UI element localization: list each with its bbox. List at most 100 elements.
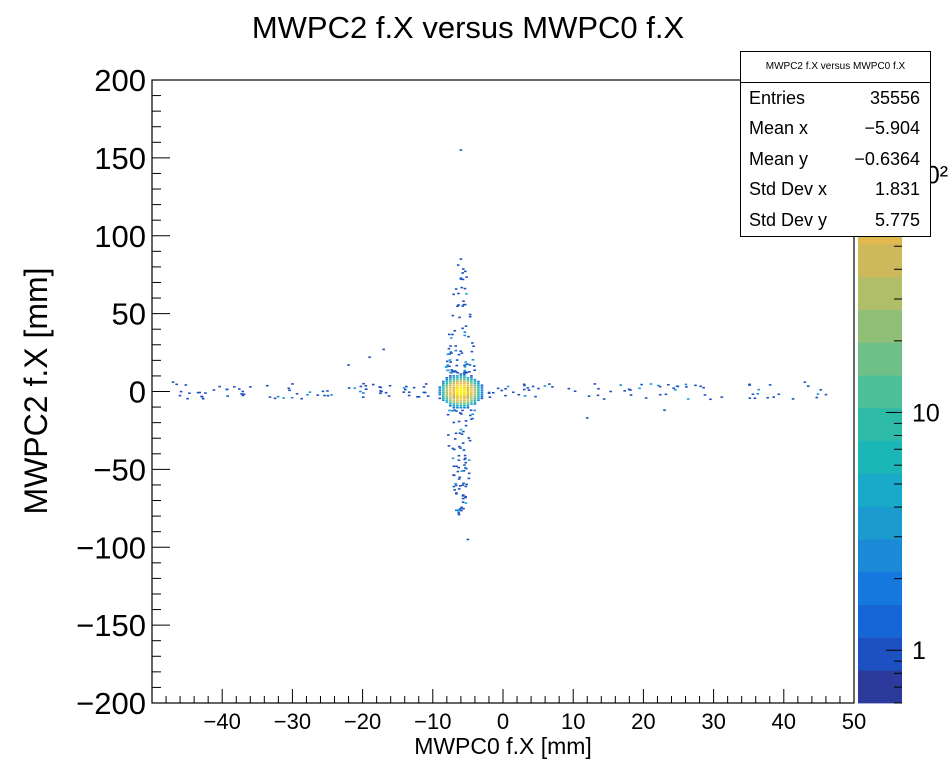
heatmap-cell: [467, 437, 471, 439]
heatmap-cell: [504, 394, 507, 397]
heatmap-cell: [488, 396, 492, 398]
heatmap-cell: [685, 386, 688, 388]
heatmap-peak-cell: [466, 386, 470, 389]
stats-row-mean-y: Mean y −0.6364: [741, 144, 930, 175]
x-tick-label: 20: [631, 709, 655, 734]
heatmap-cell: [359, 385, 363, 388]
heatmap-cell: [442, 382, 445, 385]
heatmap-cell: [472, 345, 475, 348]
heatmap-peak-cell: [466, 388, 470, 391]
heatmap-cell: [282, 397, 285, 399]
heatmap-cell: [442, 380, 445, 383]
heatmap-cell: [455, 492, 458, 495]
statistics-box: MWPC2 f.X versus MWPC0 f.X Entries 35556…: [740, 51, 931, 237]
heatmap-cell: [462, 449, 466, 451]
heatmap-cell: [455, 364, 459, 367]
heatmap-cell: [454, 482, 457, 485]
colorbar-segment: [858, 506, 902, 540]
heatmap-cell: [791, 398, 795, 400]
heatmap-cell: [471, 342, 474, 344]
heatmap-cell: [456, 378, 459, 381]
heatmap-cell: [451, 410, 455, 412]
heatmap-cell: [449, 386, 452, 388]
heatmap-cell: [517, 393, 521, 396]
heatmap-cell: [473, 369, 476, 372]
heatmap-cell: [457, 420, 461, 423]
heatmap-cell: [404, 388, 407, 391]
heatmap-cell: [184, 384, 188, 386]
heatmap-cell: [462, 482, 465, 485]
heatmap-cell: [459, 406, 463, 409]
heatmap-cell: [455, 410, 458, 412]
heatmap-cell: [748, 397, 752, 399]
heatmap-cell: [587, 395, 591, 398]
heatmap-cell: [459, 507, 462, 510]
heatmap-cell: [459, 373, 463, 375]
heatmap-cell: [567, 387, 571, 390]
heatmap-cell: [457, 445, 461, 448]
heatmap-cell: [506, 385, 510, 388]
heatmap-cell: [463, 378, 466, 381]
heatmap-cell: [326, 390, 329, 392]
heatmap-cell: [268, 396, 272, 398]
heatmap-cell: [454, 509, 458, 512]
heatmap-cell: [364, 385, 368, 387]
heatmap-cell: [480, 393, 484, 396]
heatmap-cell: [379, 386, 383, 389]
heatmap-cell: [402, 387, 406, 389]
heatmap-cell: [388, 384, 392, 387]
heatmap-cell: [456, 382, 459, 385]
heatmap-cell: [473, 409, 476, 412]
heatmap-cell: [463, 364, 466, 367]
heatmap-cell: [412, 386, 416, 389]
heatmap-cell: [461, 409, 464, 412]
heatmap-cell: [442, 393, 445, 396]
heatmap-peak-cell: [459, 388, 463, 391]
heatmap-cell: [300, 397, 303, 400]
heatmap-cell: [347, 364, 350, 366]
heatmap-cell: [757, 388, 761, 391]
heatmap-cell: [464, 424, 468, 427]
stats-value: 35556: [869, 87, 920, 108]
stats-title: MWPC2 f.X versus MWPC0 f.X: [741, 52, 930, 83]
heatmap-cell: [316, 394, 320, 396]
heatmap-cell: [446, 364, 449, 367]
stats-label: Entries: [749, 87, 806, 108]
heatmap-cell: [442, 386, 445, 388]
heatmap-cell: [464, 371, 468, 374]
colorbar-segment: [858, 342, 902, 376]
heatmap-cell: [644, 397, 648, 399]
heatmap-cell: [326, 394, 330, 397]
heatmap-cell: [816, 393, 820, 395]
heatmap-cell: [442, 397, 445, 400]
heatmap-cell: [477, 384, 480, 387]
heatmap-peak-cell: [452, 396, 456, 398]
heatmap-cell: [596, 394, 600, 397]
heatmap-cell: [460, 352, 464, 354]
heatmap-cell: [452, 399, 456, 402]
heatmap-cell: [457, 512, 461, 514]
heatmap-cell: [456, 264, 460, 266]
heatmap-cell: [449, 376, 452, 379]
heatmap-cell: [438, 386, 442, 388]
heatmap-cell: [456, 470, 460, 473]
heatmap-cell: [450, 371, 454, 374]
heatmap-cell: [212, 389, 216, 391]
heatmap-cell: [240, 393, 243, 395]
heatmap-cell: [457, 488, 461, 490]
heatmap-cell: [453, 448, 456, 451]
heatmap-cell: [287, 387, 291, 390]
heatmap-cell: [402, 391, 406, 393]
heatmap-cell: [657, 384, 660, 387]
heatmap-cell: [465, 293, 468, 295]
heatmap-cell: [379, 390, 382, 392]
heatmap-cell: [470, 384, 473, 387]
heatmap-cell: [384, 391, 388, 394]
heatmap-cell: [473, 399, 477, 402]
heatmap-cell: [480, 391, 484, 394]
heatmap-peak-cell: [452, 388, 456, 391]
heatmap-cell: [756, 392, 760, 395]
heatmap-peak-cell: [452, 394, 456, 396]
heatmap-cell: [464, 325, 468, 327]
heatmap-cell: [438, 391, 442, 394]
